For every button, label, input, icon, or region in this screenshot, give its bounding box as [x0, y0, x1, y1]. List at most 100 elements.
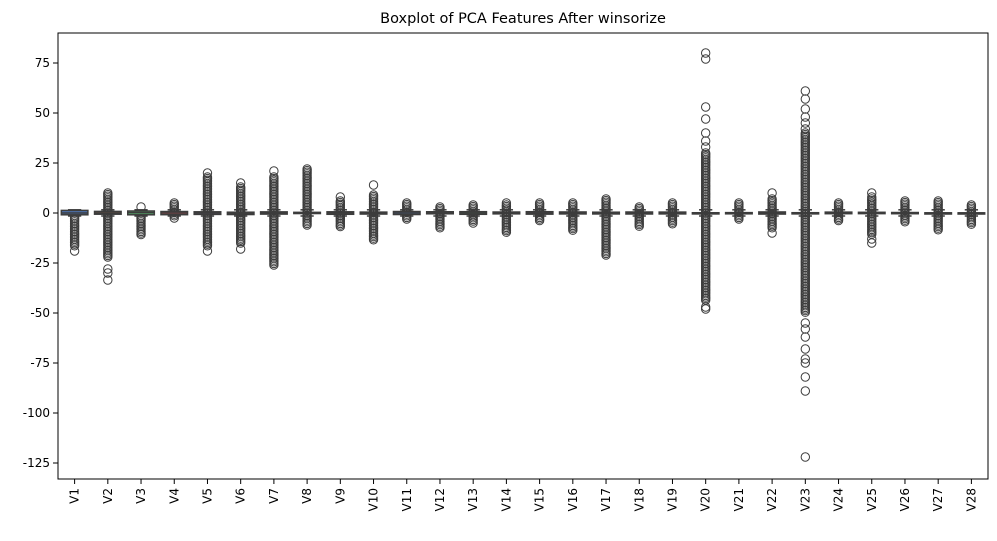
x-tick-label: V9: [333, 488, 347, 504]
y-tick-label: 0: [42, 206, 50, 220]
outlier-point: [435, 223, 445, 233]
outlier-point: [202, 168, 213, 178]
x-tick-label: V16: [566, 488, 580, 511]
box-V27: [924, 196, 953, 235]
outlier-point: [800, 94, 811, 104]
box-V28: [957, 200, 986, 229]
y-tick-label: -75: [30, 356, 50, 370]
x-tick-label: V15: [533, 488, 547, 511]
outlier-point: [501, 198, 512, 208]
outlier-point: [269, 260, 279, 270]
outliers-V7: [269, 166, 279, 270]
box-V5: [193, 168, 222, 256]
outlier-point: [235, 244, 246, 254]
x-tick-label: V25: [865, 488, 879, 511]
x-tick-label: V6: [234, 488, 248, 504]
outlier-point: [700, 102, 711, 112]
outlier-point: [700, 142, 711, 152]
outlier-point: [867, 192, 877, 202]
box-V4: [160, 198, 189, 223]
box-V16: [558, 198, 587, 235]
outlier-point: [700, 48, 711, 58]
box-V15: [525, 198, 554, 226]
outliers-V1: [69, 212, 80, 256]
chart-title: Boxplot of PCA Features After winsorize: [380, 11, 666, 27]
outlier-point: [103, 268, 113, 278]
outlier-point: [800, 344, 811, 354]
outlier-point: [800, 358, 811, 368]
outliers-V5: [202, 168, 213, 256]
outlier-point: [800, 354, 811, 364]
outlier-point: [700, 302, 711, 312]
x-tick-label: V21: [732, 488, 746, 511]
outlier-point: [767, 188, 777, 198]
box-V25: [857, 188, 886, 248]
outlier-point: [501, 227, 512, 237]
x-tick-label: V13: [466, 488, 480, 511]
y-tick-label: -25: [30, 256, 50, 270]
box-V8: [293, 164, 322, 230]
y-tick-label: 50: [35, 106, 50, 120]
x-tick-label: V24: [832, 488, 846, 511]
box-V12: [425, 202, 454, 233]
x-tick-label: V4: [167, 488, 181, 504]
x-tick-label: V23: [798, 488, 812, 511]
outlier-point: [700, 128, 711, 138]
outlier-point: [800, 386, 811, 396]
x-tick-label: V28: [964, 488, 978, 511]
outlier-point: [700, 136, 711, 146]
x-tick-label: V1: [68, 488, 82, 504]
outlier-point: [667, 219, 678, 229]
outlier-point: [867, 188, 877, 198]
box-V22: [758, 188, 787, 238]
outlier-point: [767, 223, 777, 233]
box-V2: [93, 188, 122, 285]
box-V20: [691, 48, 720, 314]
plot-area: [60, 48, 986, 462]
outlier-point: [800, 324, 811, 334]
outliers-V17: [601, 194, 611, 260]
outlier-point: [269, 166, 279, 176]
y-tick-label: 25: [35, 156, 50, 170]
outlier-point: [302, 220, 312, 230]
outliers-V8: [302, 164, 312, 230]
outliers-V20: [700, 48, 711, 314]
outlier-point: [601, 250, 611, 260]
outlier-point: [800, 372, 811, 382]
outlier-point: [202, 241, 213, 251]
box-V10: [359, 180, 388, 245]
box-V9: [326, 192, 355, 232]
box-V17: [592, 194, 621, 260]
outlier-point: [69, 241, 80, 251]
outliers-V14: [501, 198, 512, 237]
x-tick-label: V14: [499, 488, 513, 511]
box-V1: [60, 209, 89, 256]
outlier-point: [103, 264, 113, 274]
x-tick-label: V7: [267, 488, 281, 504]
box-V19: [658, 198, 687, 229]
outlier-point: [800, 332, 811, 342]
outlier-point: [700, 114, 711, 124]
outlier-point: [800, 318, 811, 328]
box-V21: [724, 198, 753, 224]
x-tick-label: V10: [367, 488, 381, 511]
x-tick-label: V11: [400, 488, 414, 511]
outlier-point: [767, 228, 777, 238]
outlier-point: [368, 235, 379, 245]
outliers-V2: [103, 188, 113, 285]
outlier-point: [335, 192, 346, 202]
box-V24: [824, 198, 853, 226]
x-tick-label: V19: [665, 488, 679, 511]
outlier-point: [900, 217, 910, 227]
outlier-point: [800, 86, 811, 96]
x-tick-label: V12: [433, 488, 447, 511]
outlier-point: [800, 124, 811, 134]
x-tick-label: V27: [931, 488, 945, 511]
outlier-point: [933, 225, 943, 235]
outliers-V18: [634, 202, 644, 231]
outlier-point: [69, 246, 80, 256]
box-V23: [791, 86, 820, 462]
x-tick-label: V17: [599, 488, 613, 511]
x-tick-label: V26: [898, 488, 912, 511]
